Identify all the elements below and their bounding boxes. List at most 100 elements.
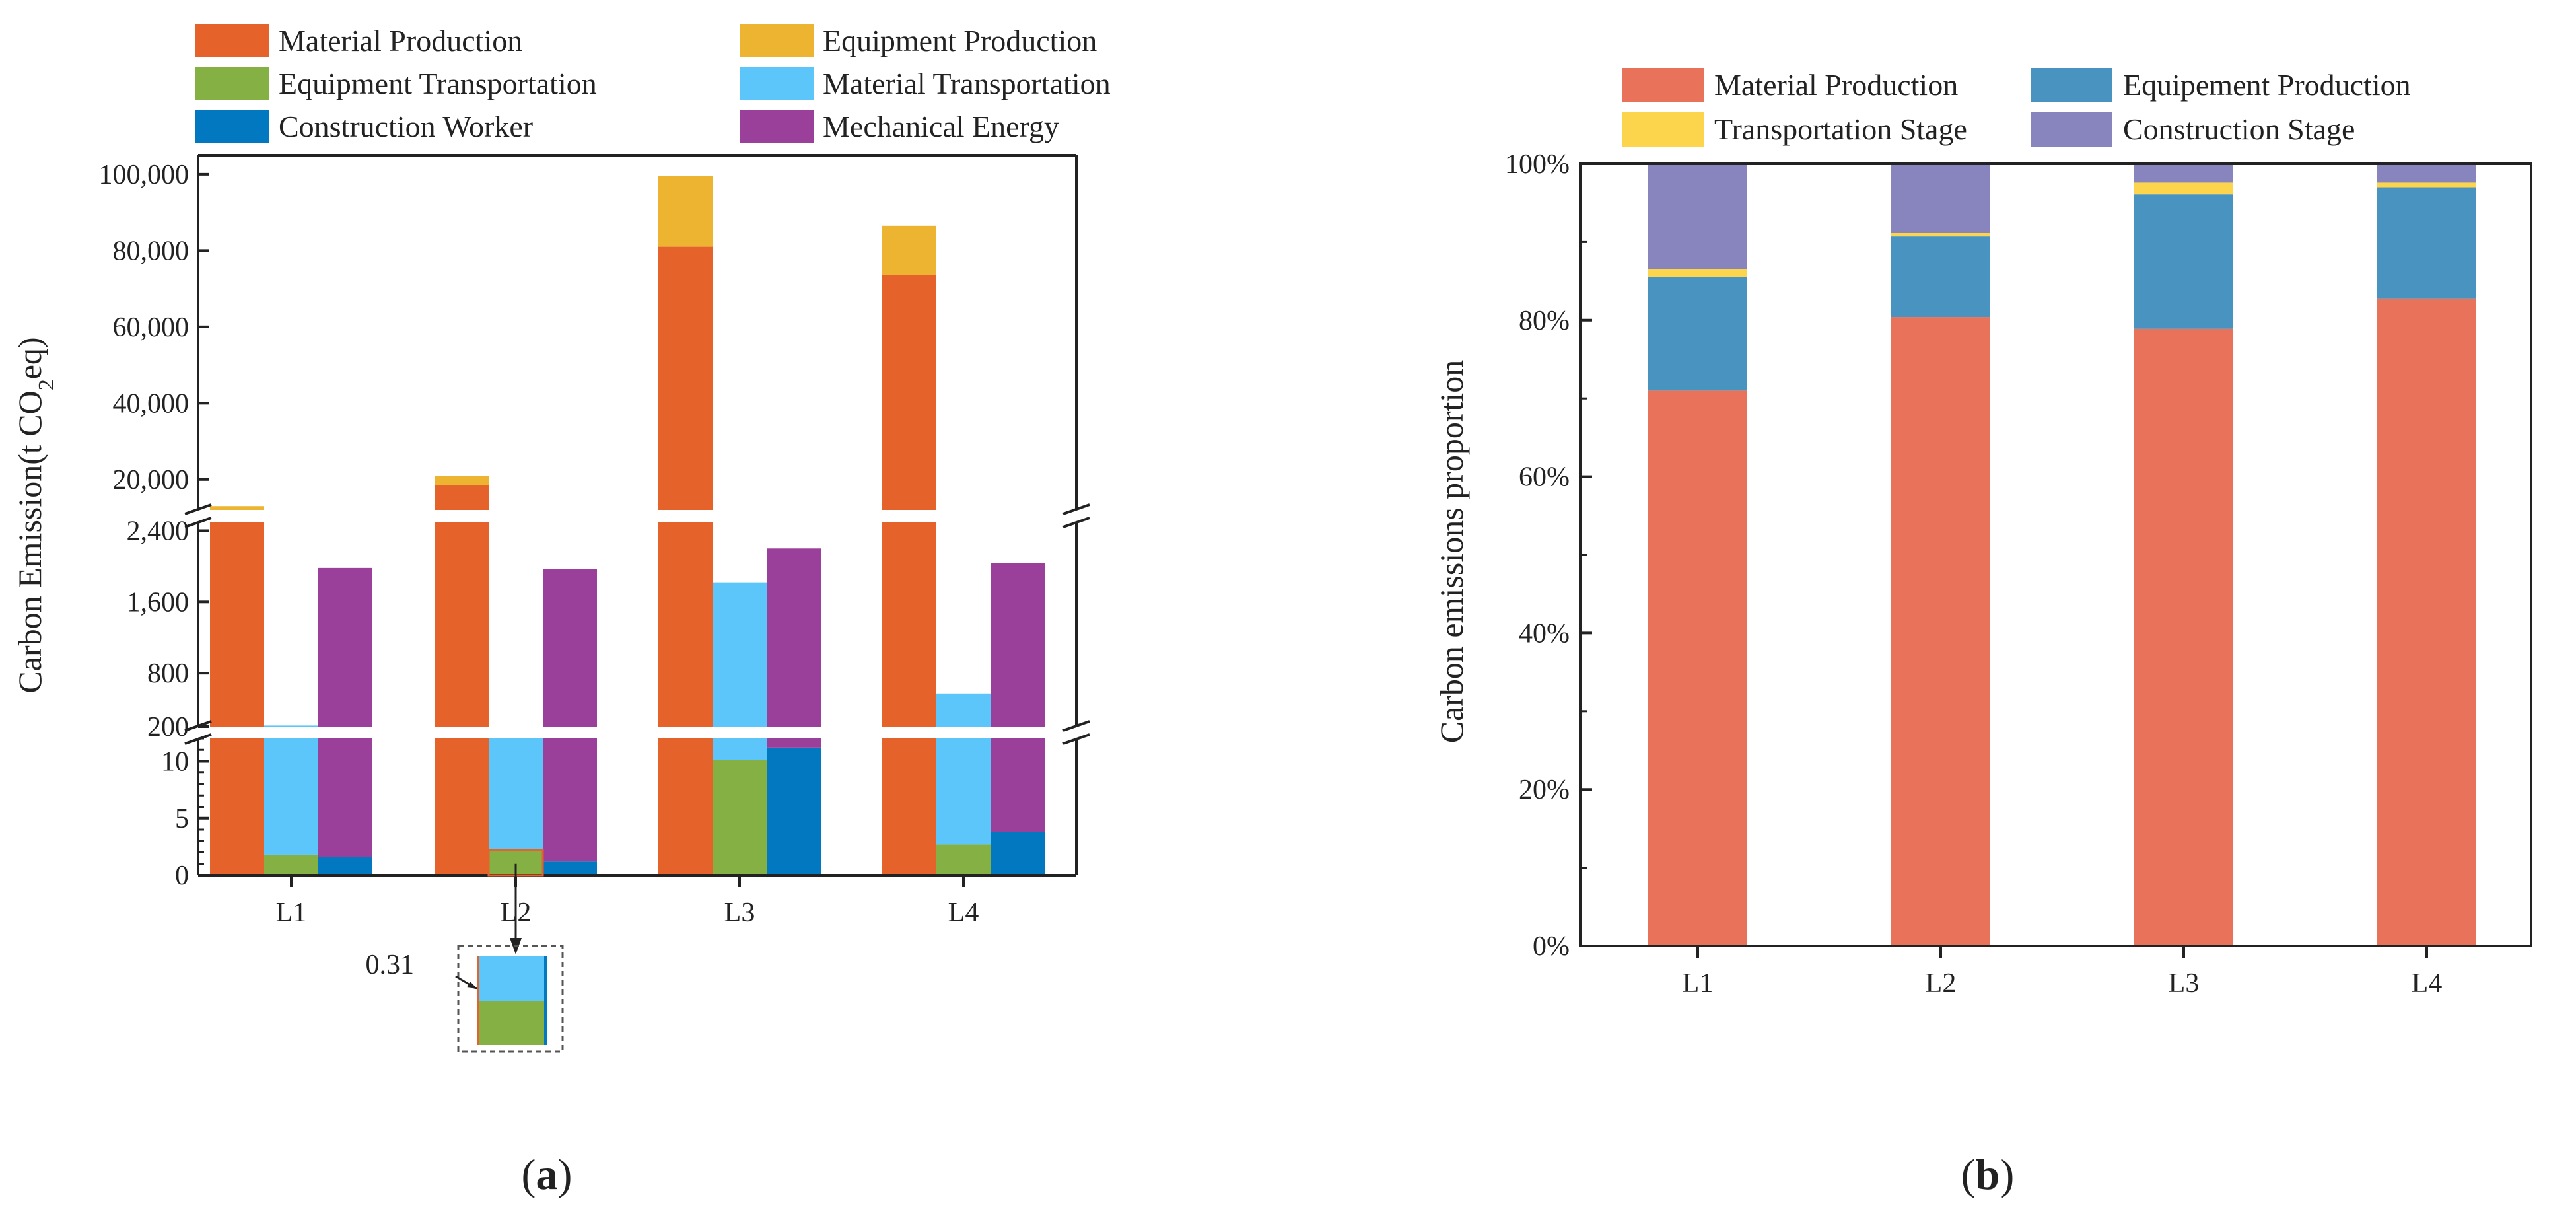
x-tick-label-l3: L3 [2169, 968, 2200, 999]
bar-l2-transportation-stage [1891, 233, 1990, 237]
legend-swatch-equipment-transportation [195, 67, 269, 100]
y-tick-label: 60,000 [113, 312, 190, 343]
bar-l2-mechanical-energy [543, 569, 597, 862]
legend-label-construction-worker: Construction Worker [279, 110, 533, 143]
panel-a-y-axis-title: Carbon Emission(t CO2eq) [11, 337, 59, 693]
y-tick-label: 40,000 [113, 388, 190, 419]
x-tick-label-l4: L4 [948, 898, 979, 928]
legend-label-equipement-production: Equipement Production [2123, 68, 2411, 102]
panel-b-chart: Material Production Equipement Production… [1433, 68, 2532, 1199]
panel-a-label: (a) [522, 1151, 573, 1199]
break-mark-1 [184, 503, 212, 515]
bar-l4-construction-worker [991, 832, 1045, 875]
panel-a-chart: Material Production Equipment Production E… [11, 24, 1111, 1199]
zoom-construction-worker-edge [544, 956, 547, 1045]
x-tick-label-l4: L4 [2412, 968, 2443, 999]
panel-b-label-open: ( [1961, 1151, 1976, 1199]
bar-l3-transportation-stage [2134, 182, 2233, 195]
panel-a-label-close: ) [558, 1151, 573, 1199]
panel-a-axes [184, 154, 1090, 877]
bar-l4-equipment-production [882, 225, 936, 275]
bar-l4-equipment-transportation [936, 844, 991, 875]
bar-l3-construction-worker [767, 747, 821, 875]
bar-l1-material-production [210, 510, 264, 875]
bar-l1-equipement-production [1648, 277, 1747, 391]
panel-b-label-letter: b [1976, 1151, 2000, 1199]
panel-a-label-letter: a [536, 1151, 558, 1199]
panel-b-y-axis-title: Carbon emissions proportion [1433, 360, 1470, 744]
bar-l3-equipment-transportation [713, 760, 767, 875]
panel-b-bars [1648, 164, 2476, 947]
legend-swatch-material-transportation [740, 67, 814, 100]
x-tick-label-l1: L1 [276, 898, 307, 928]
zoom-inset-frame [457, 945, 564, 1053]
legend-swatch-construction-worker [195, 110, 269, 143]
bar-l1-transportation-stage [1648, 269, 1747, 277]
bar-l1-mechanical-energy [318, 567, 372, 857]
zoom-material-production-edge [477, 956, 479, 1045]
legend-label-equipment-production: Equipment Production [823, 24, 1097, 57]
legend-swatch-material-production [1622, 68, 1704, 102]
ylabel-part-2: eq) [11, 337, 48, 379]
legend-swatch-transportation-stage [1622, 112, 1704, 147]
x-tick-label-l1: L1 [1683, 968, 1714, 999]
legend-label-construction-stage: Construction Stage [2123, 112, 2355, 146]
legend-swatch-material-production [195, 24, 269, 57]
axis-break-gap-lower [186, 727, 1088, 738]
y-tick-label: 1,600 [127, 587, 190, 618]
y-tick-label: 40% [1519, 618, 1570, 649]
bar-l4-material-production [2377, 298, 2476, 946]
legend-label-material-transportation: Material Transportation [823, 67, 1111, 100]
bar-l4-mechanical-energy [991, 563, 1045, 832]
break-mark-1 [1062, 503, 1090, 515]
legend-label-transportation-stage: Transportation Stage [1714, 112, 1967, 146]
y-tick-label: 20% [1519, 775, 1570, 805]
legend-label-material-production: Material Production [279, 24, 522, 57]
legend-label-material-production: Material Production [1714, 68, 1958, 102]
y-tick-label: 100,000 [99, 160, 190, 190]
x-tick-label-l3: L3 [724, 898, 755, 928]
panel-a-legend: Material Production Equipment Production E… [195, 24, 1111, 143]
legend-swatch-mechanical-energy [740, 110, 814, 143]
y-tick-label: 0 [175, 861, 189, 891]
bar-l4-material-production [882, 275, 936, 875]
panel-a-label-open: ( [522, 1151, 536, 1199]
bar-l3-equipement-production [2134, 194, 2233, 329]
panel-b-label-close: ) [2000, 1151, 2014, 1199]
legend-swatch-equipement-production [2031, 68, 2112, 102]
y-tick-label: 800 [147, 659, 189, 689]
y-tick-label: 20,000 [113, 465, 190, 495]
zoom-pointer-head [467, 982, 477, 989]
ylabel-part-1: Carbon Emission(t CO [11, 390, 48, 693]
break-mark-1 [1062, 517, 1090, 528]
bar-l4-construction-stage [2377, 164, 2476, 183]
y-tick-label: 5 [175, 804, 189, 834]
x-tick-label-l2: L2 [1926, 968, 1957, 999]
legend-swatch-equipment-production [740, 24, 814, 57]
legend-label-equipment-transportation: Equipment Transportation [279, 67, 597, 100]
legend-swatch-construction-stage [2031, 112, 2112, 147]
y-tick-label: 200 [147, 712, 189, 742]
bar-l3-material-production [658, 246, 713, 875]
bar-l3-mechanical-energy [767, 548, 821, 748]
axis-break-gap-upper [186, 510, 1088, 522]
y-tick-label: 0% [1533, 931, 1570, 962]
break-mark-1 [184, 517, 212, 528]
zoom-material-transportation [477, 956, 546, 1001]
bar-l2-construction-worker [543, 861, 597, 875]
bar-l1-equipment-production [210, 506, 264, 510]
bar-l1-construction-worker [318, 857, 372, 875]
bar-l3-material-production [2134, 328, 2233, 947]
bar-l1-construction-stage [1648, 164, 1747, 269]
bar-l4-equipement-production [2377, 187, 2476, 299]
y-tick-label: 100% [1505, 149, 1570, 180]
panel-b-label: (b) [1961, 1151, 2015, 1199]
bar-l2-material-production [1891, 317, 1990, 947]
y-tick-label: 80% [1519, 306, 1570, 336]
y-tick-label: 60% [1519, 462, 1570, 493]
bar-l2-material-transportation [489, 727, 543, 851]
bar-l2-material-production [435, 485, 489, 875]
panel-a-zoom-inset: 0.31 [366, 849, 564, 1053]
y-tick-label: 2,400 [127, 516, 190, 546]
